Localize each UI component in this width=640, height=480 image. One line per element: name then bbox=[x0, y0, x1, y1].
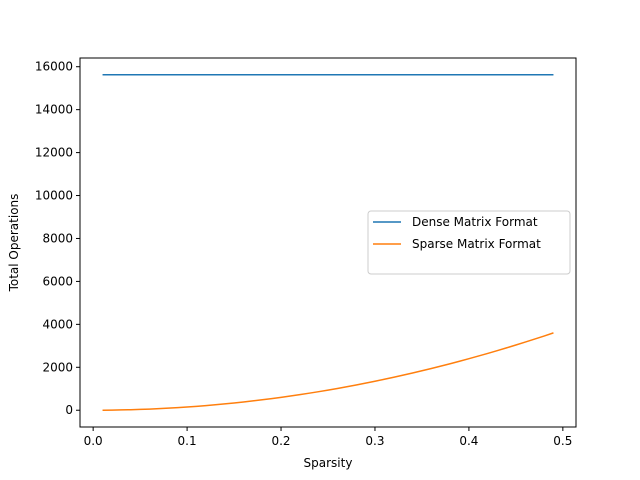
x-tick-label: 0.0 bbox=[84, 434, 103, 448]
legend-label: Sparse Matrix Format bbox=[412, 237, 541, 251]
y-tick-label: 2000 bbox=[42, 360, 73, 374]
x-tick-label: 0.5 bbox=[553, 434, 572, 448]
x-tick-label: 0.4 bbox=[459, 434, 478, 448]
legend-box bbox=[367, 210, 571, 275]
y-tick-label: 4000 bbox=[42, 317, 73, 331]
plot-frame bbox=[79, 57, 577, 428]
y-tick-label: 8000 bbox=[42, 231, 73, 245]
x-axis-label: Sparsity bbox=[304, 456, 353, 470]
y-axis-label: Total Operations bbox=[7, 194, 21, 293]
x-tick-label: 0.2 bbox=[271, 434, 290, 448]
data-line bbox=[102, 332, 554, 411]
y-tick-label: 6000 bbox=[42, 274, 73, 288]
y-tick-label: 16000 bbox=[35, 60, 73, 74]
x-tick-label: 0.3 bbox=[365, 434, 384, 448]
y-tick-label: 14000 bbox=[35, 103, 73, 117]
y-tick-label: 10000 bbox=[35, 189, 73, 203]
legend-label: Dense Matrix Format bbox=[412, 215, 538, 229]
y-tick-label: 0 bbox=[65, 403, 73, 417]
y-tick-label: 12000 bbox=[35, 146, 73, 160]
x-tick-label: 0.1 bbox=[178, 434, 197, 448]
